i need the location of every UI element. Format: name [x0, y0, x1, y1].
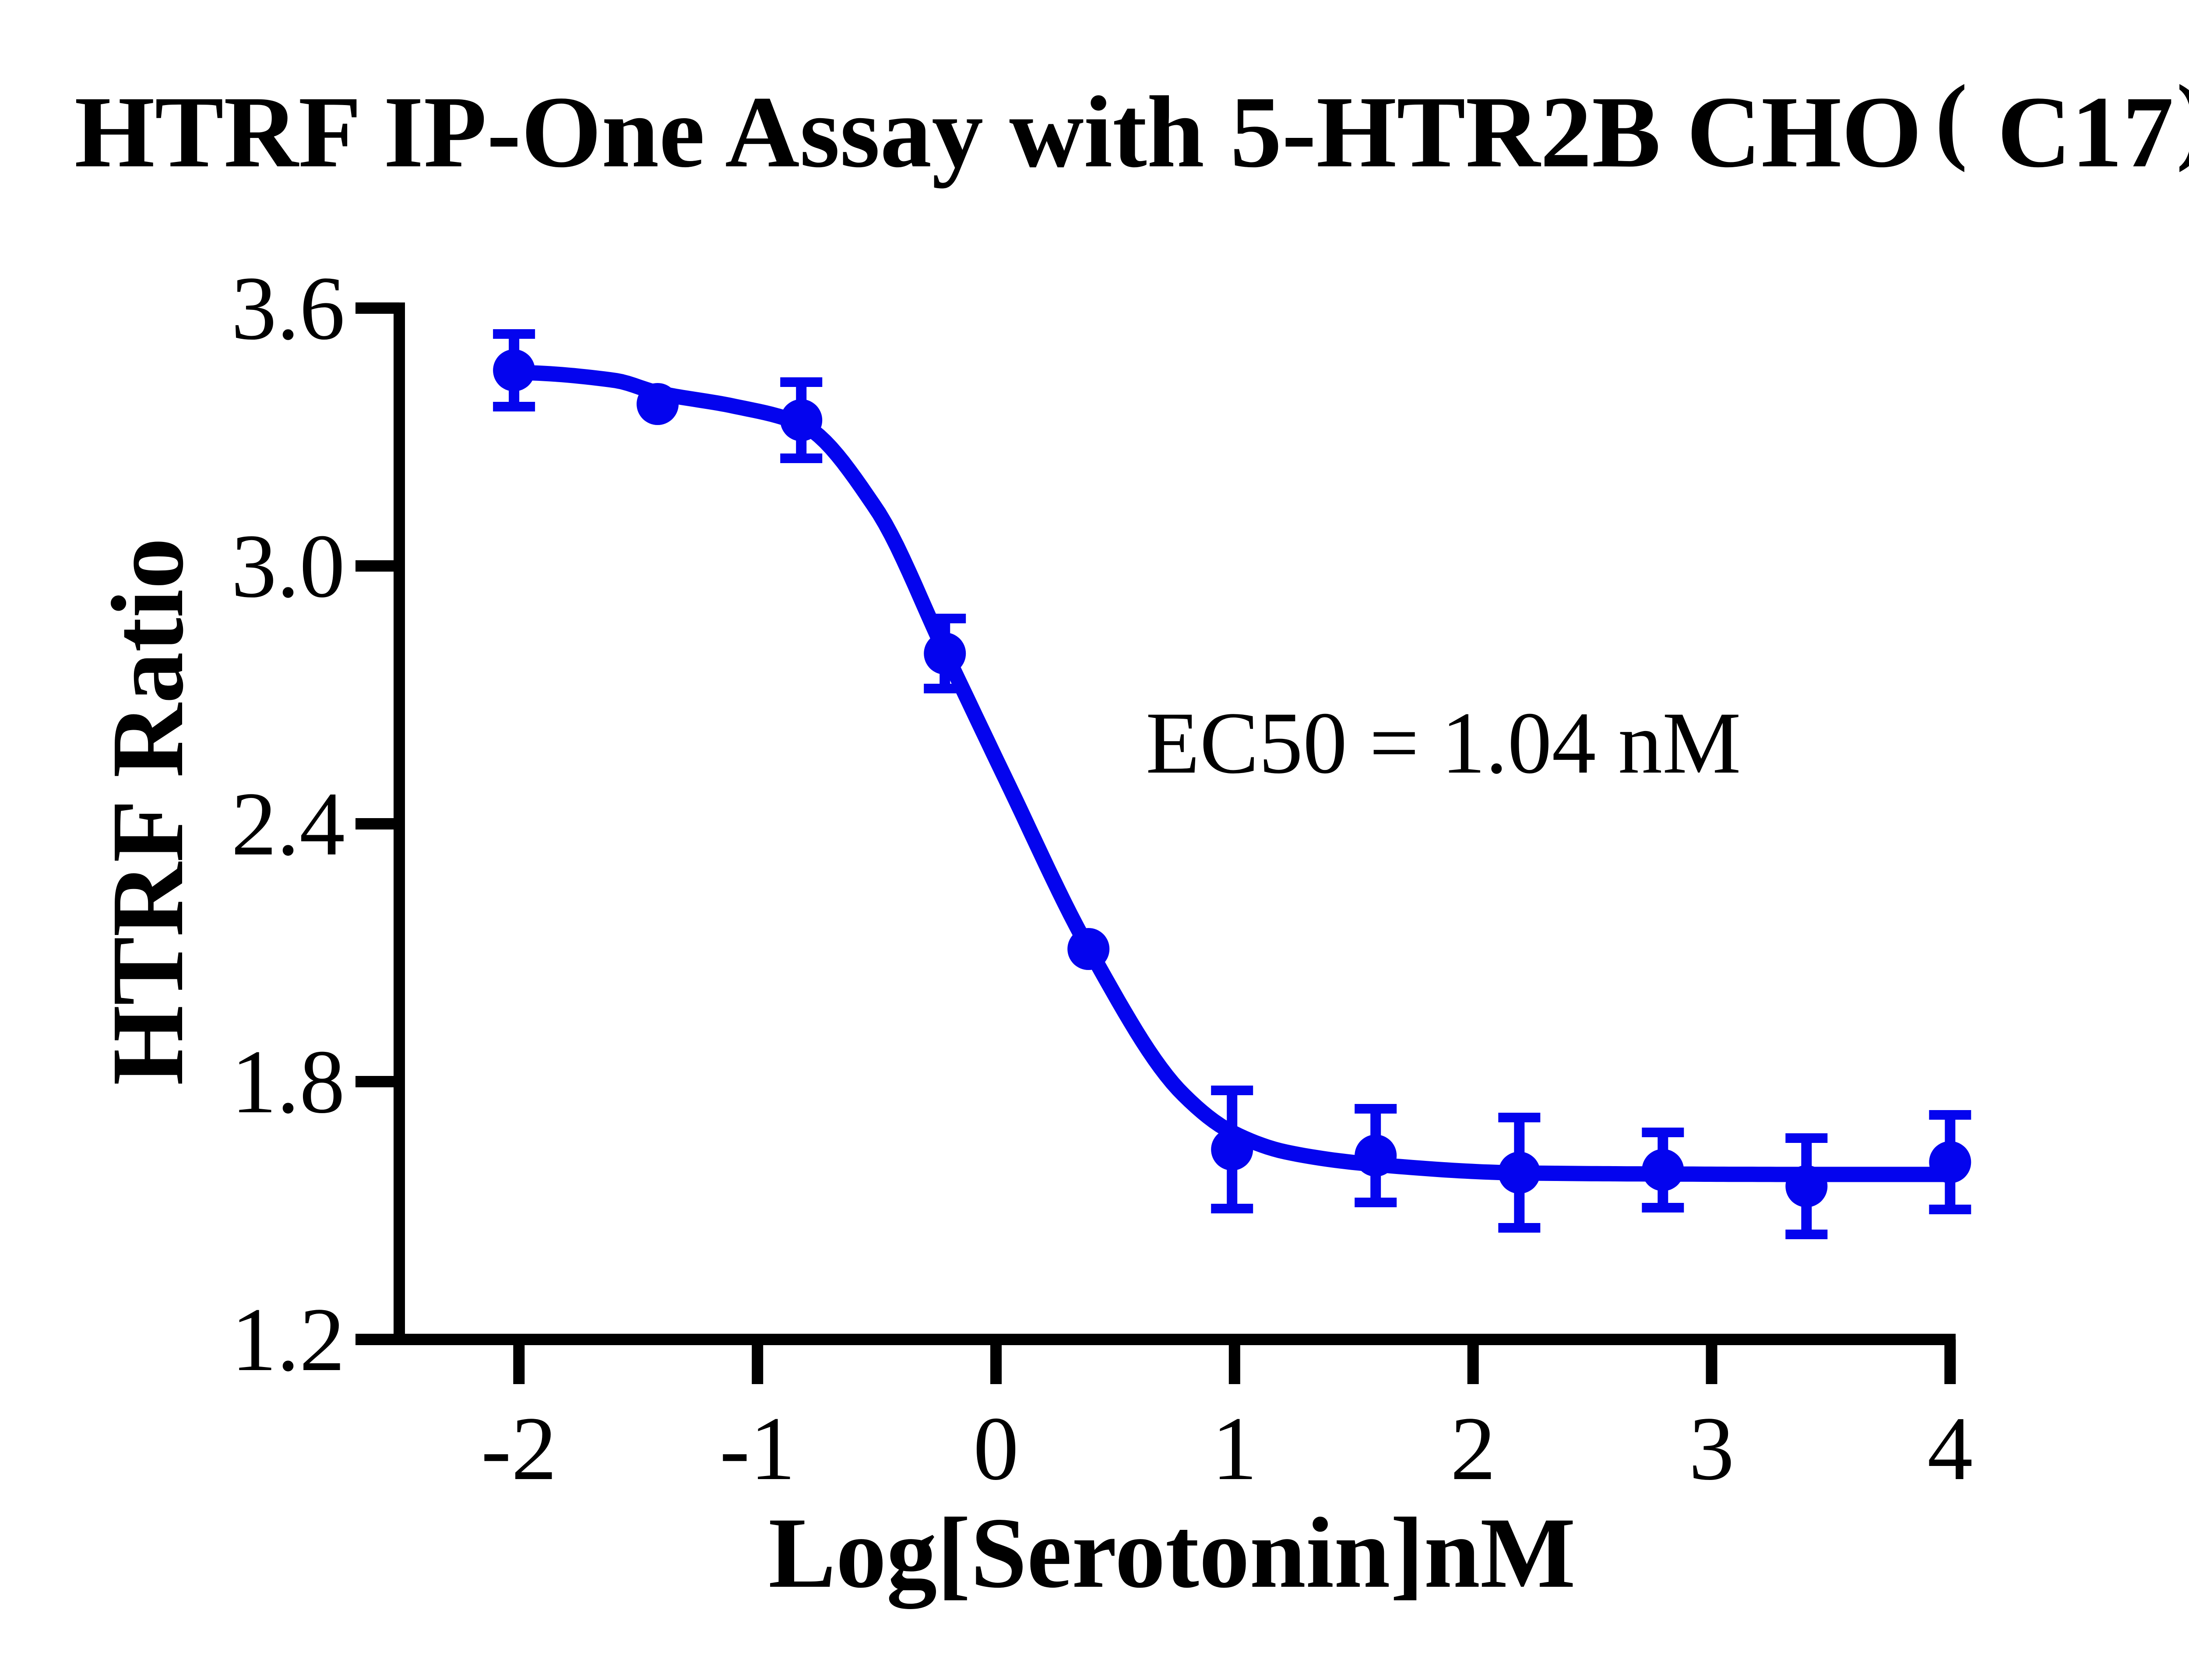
svg-text:Log[Serotonin]nM: Log[Serotonin]nM: [768, 1497, 1576, 1609]
svg-text:3.0: 3.0: [231, 516, 345, 616]
svg-text:3.6: 3.6: [231, 258, 345, 358]
svg-text:1: 1: [1212, 1398, 1257, 1499]
svg-text:HTRF Ratio: HTRF Ratio: [91, 538, 204, 1085]
svg-text:1.2: 1.2: [231, 1289, 345, 1390]
svg-text:2.4: 2.4: [231, 773, 345, 874]
svg-text:-2: -2: [481, 1398, 557, 1499]
svg-text:(: (: [1935, 65, 1967, 173]
svg-text:): ): [2176, 65, 2189, 173]
svg-text:0: 0: [973, 1398, 1019, 1499]
svg-text:EC50 = 1.04 nM: EC50 = 1.04 nM: [1146, 694, 1741, 792]
svg-text:2: 2: [1450, 1398, 1496, 1499]
svg-text:-1: -1: [720, 1398, 795, 1499]
svg-text:4: 4: [1927, 1398, 1973, 1499]
svg-text:1.8: 1.8: [231, 1031, 345, 1132]
svg-text:C17: C17: [1997, 75, 2174, 189]
svg-text:HTRF IP-One Assay with 5-HTR2B: HTRF IP-One Assay with 5-HTR2B CHO: [74, 75, 1922, 189]
svg-text:3: 3: [1689, 1398, 1735, 1499]
